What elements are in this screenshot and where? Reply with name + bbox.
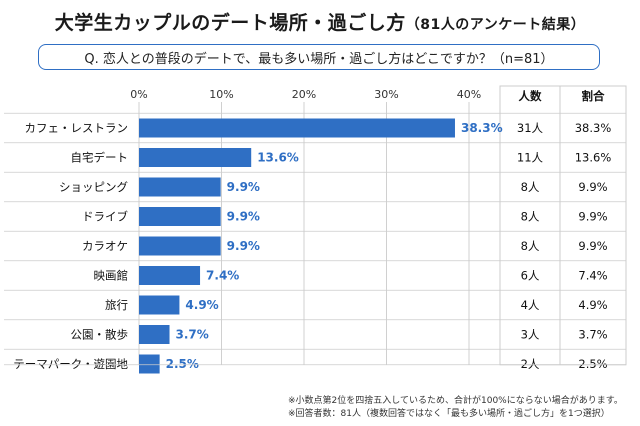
chart-title: 大学生カップルのデート場所・過ごし方（81人のアンケート結果） bbox=[0, 8, 640, 35]
question-box: Q. 恋人との普段のデートで、最も多い場所・過ごし方はどこですか？（n=81） bbox=[38, 44, 600, 70]
table-cell-ratio: 9.9% bbox=[578, 210, 607, 224]
table-cell-count: 8人 bbox=[521, 239, 540, 253]
category-label: カフェ・レストラン bbox=[25, 121, 129, 135]
bar bbox=[139, 354, 160, 374]
table-cell-ratio: 2.5% bbox=[578, 357, 607, 371]
value-label: 13.6% bbox=[257, 151, 299, 165]
bar bbox=[139, 207, 221, 226]
table-cell-ratio: 4.9% bbox=[578, 298, 607, 312]
table-cell-count: 31人 bbox=[517, 121, 544, 135]
table-cell-ratio: 9.9% bbox=[578, 239, 607, 253]
value-label: 2.5% bbox=[166, 357, 199, 371]
category-label: ショッピング bbox=[59, 180, 128, 194]
x-tick-label: 40% bbox=[457, 88, 481, 101]
bar bbox=[139, 118, 455, 138]
bar bbox=[139, 236, 221, 256]
question-text: Q. 恋人との普段のデートで、最も多い場所・過ごし方はどこですか？（n=81） bbox=[84, 51, 554, 67]
table-header-count: 人数 bbox=[519, 89, 542, 103]
category-label: テーマパーク・遊園地 bbox=[13, 357, 128, 371]
value-label: 38.3% bbox=[461, 121, 503, 135]
note-rounding: ※小数点第2位を四捨五入しているため、合計が100%にならない場合があります。 bbox=[288, 396, 623, 406]
value-label: 9.9% bbox=[227, 239, 260, 253]
x-tick-label: 0% bbox=[130, 88, 147, 101]
bar bbox=[139, 266, 201, 285]
table-cell-count: 4人 bbox=[521, 298, 540, 312]
title-main: 大学生カップルのデート場所・過ごし方 bbox=[54, 12, 406, 34]
value-label: 9.9% bbox=[227, 210, 260, 224]
category-label: 映画館 bbox=[94, 269, 129, 283]
x-tick-label: 20% bbox=[292, 88, 316, 101]
note-respondents: ※回答者数：81人（複数回答ではなく「最も多い場所・過ごし方」を1つ選択） bbox=[288, 409, 610, 419]
x-tick-label: 30% bbox=[374, 88, 398, 101]
table-cell-count: 2人 bbox=[521, 357, 540, 371]
table-cell-count: 8人 bbox=[521, 210, 540, 224]
table-cell-count: 11人 bbox=[517, 151, 544, 165]
value-label: 9.9% bbox=[227, 180, 260, 194]
table-cell-count: 8人 bbox=[521, 180, 540, 194]
table-cell-ratio: 38.3% bbox=[575, 121, 612, 135]
x-tick-label: 10% bbox=[209, 88, 233, 101]
value-label: 4.9% bbox=[185, 298, 218, 312]
bar bbox=[139, 325, 170, 344]
table-cell-ratio: 3.7% bbox=[578, 328, 607, 342]
bar bbox=[139, 148, 252, 167]
category-label: カラオケ bbox=[82, 239, 128, 253]
table-cell-count: 3人 bbox=[521, 328, 540, 342]
category-label: 自宅デート bbox=[71, 151, 129, 165]
table-cell-count: 6人 bbox=[521, 269, 540, 283]
category-label: 旅行 bbox=[105, 298, 128, 312]
value-label: 7.4% bbox=[206, 269, 239, 283]
table-header-ratio: 割合 bbox=[582, 89, 605, 103]
title-sub: （81人のアンケート結果） bbox=[405, 17, 586, 33]
category-label: ドライブ bbox=[82, 210, 128, 224]
bar bbox=[139, 177, 221, 197]
value-label: 3.7% bbox=[176, 328, 209, 342]
table-cell-ratio: 13.6% bbox=[575, 151, 612, 165]
bar bbox=[139, 295, 180, 315]
table-cell-ratio: 7.4% bbox=[578, 269, 607, 283]
category-label: 公園・散歩 bbox=[71, 328, 129, 342]
table-cell-ratio: 9.9% bbox=[578, 180, 607, 194]
